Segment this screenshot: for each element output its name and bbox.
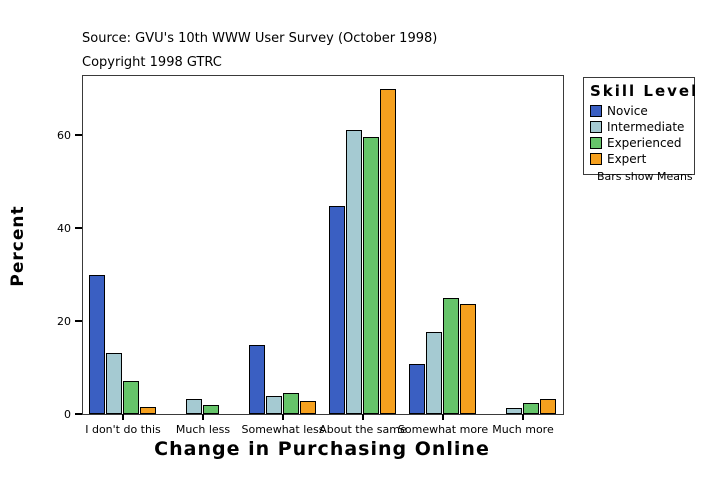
bar-intermediate-3 (346, 130, 362, 414)
legend-label-expert: Expert (607, 152, 647, 166)
bar-experienced-1 (203, 405, 219, 414)
y-tick-60 (75, 134, 82, 137)
x-tick-2 (282, 414, 284, 420)
x-tick-0 (122, 414, 124, 420)
bar-novice-2 (249, 345, 265, 414)
bar-experienced-3 (363, 137, 379, 414)
y-tick-label-20: 20 (57, 315, 71, 328)
x-tick-label-5: Much more (492, 423, 554, 436)
legend-item-experienced: Experienced (590, 135, 688, 151)
x-tick-label-1: Much less (175, 423, 231, 436)
plot-area: 0 20 40 60 I don't do this Much less Somewhat … (57, 75, 564, 436)
x-tick-5 (522, 414, 524, 420)
legend-swatch-intermediate (590, 121, 602, 133)
bar-novice-0 (89, 275, 105, 414)
source-text: Source: GVU's 10th WWW User Survey (Octo… (82, 31, 438, 46)
x-tick-label-4: Somewhat more (397, 423, 489, 436)
bar-novice-4 (409, 364, 425, 414)
y-tick-label-40: 40 (57, 222, 71, 236)
bar-expert-0 (140, 407, 156, 414)
legend-swatch-expert (590, 153, 602, 165)
bar-intermediate-2 (266, 396, 282, 414)
legend-title: Skill Level (590, 82, 699, 100)
bar-intermediate-5 (506, 408, 522, 414)
y-tick-40 (75, 227, 82, 230)
bar-experienced-0 (123, 381, 139, 414)
legend-item-intermediate: Intermediate (590, 119, 688, 135)
y-tick-label-0: 0 (64, 408, 71, 421)
legend-box: Skill Level Novice Intermediate Experience… (583, 77, 699, 175)
x-tick-1 (202, 414, 204, 420)
y-tick-20 (75, 320, 82, 322)
bar-experienced-4 (443, 298, 459, 414)
legend-items: Novice Intermediate Experienced Expert (590, 103, 688, 167)
legend-label-intermediate: Intermediate (607, 120, 685, 134)
bar-intermediate-1 (186, 399, 202, 414)
bar-expert-3 (380, 89, 396, 414)
legend-swatch-novice (590, 105, 602, 117)
y-axis-title: Percent (8, 205, 28, 287)
y-tick-label-60: 60 (57, 129, 71, 143)
bar-expert-5 (540, 399, 556, 414)
bar-experienced-2 (283, 393, 299, 414)
legend-footnote: Bars show Means (597, 170, 693, 183)
bar-expert-2 (300, 401, 316, 414)
y-tick-0 (75, 413, 82, 415)
x-tick-label-2: Somewhat less (241, 423, 325, 436)
bar-experienced-5 (523, 403, 539, 414)
x-tick-3 (362, 414, 364, 420)
legend-label-experienced: Experienced (607, 136, 682, 150)
x-tick-label-0: I don't do this (85, 423, 161, 436)
legend-label-novice: Novice (607, 104, 648, 118)
bar-expert-4 (460, 304, 476, 414)
x-axis-title: Change in Purchasing Online (154, 438, 490, 460)
bar-intermediate-0 (106, 353, 122, 414)
legend-item-expert: Expert (590, 151, 688, 167)
bar-intermediate-4 (426, 332, 442, 414)
x-tick-label-3: About the same (319, 423, 407, 436)
copyright-text: Copyright 1998 GTRC (82, 55, 222, 70)
bar-novice-3 (329, 206, 345, 414)
legend-item-novice: Novice (590, 103, 688, 119)
x-tick-4 (442, 414, 444, 420)
legend-swatch-experienced (590, 137, 602, 149)
